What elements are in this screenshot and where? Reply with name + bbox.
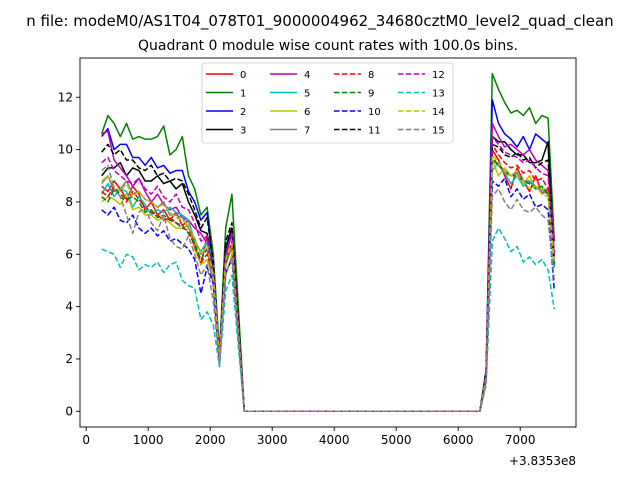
series-line-13 (101, 227, 556, 413)
x-tick-label: 0 (82, 433, 90, 447)
legend-label-9: 9 (368, 89, 374, 100)
x-tick-label: 5000 (381, 433, 412, 447)
x-tick-label: 1000 (133, 433, 164, 447)
series-line-1 (100, 72, 556, 413)
legend-label-11: 11 (368, 126, 381, 137)
legend-box (201, 62, 454, 144)
legend-label-1: 1 (240, 89, 246, 100)
legend-label-14: 14 (432, 107, 445, 118)
legend-label-0: 0 (240, 70, 246, 81)
legend-label-10: 10 (368, 107, 381, 118)
legend-label-6: 6 (304, 107, 310, 118)
legend-label-5: 5 (304, 89, 310, 100)
y-tick-label: 8 (65, 195, 73, 209)
x-tick-label: 3000 (257, 433, 288, 447)
axes-layer: 0 1000 2000 3000 4000 5000 6000 7000024681012+3… (58, 57, 577, 468)
x-offset-label: +3.8353e8 (509, 454, 576, 468)
legend-label-2: 2 (240, 107, 246, 118)
legend-label-13: 13 (432, 89, 445, 100)
x-tick-label: 2000 (195, 433, 226, 447)
x-tick-label: 7000 (505, 433, 536, 447)
legend-label-12: 12 (432, 70, 445, 81)
series-line-15 (101, 164, 556, 413)
series-line-12 (101, 135, 556, 413)
y-tick-label: 12 (58, 90, 73, 104)
series-layer (100, 72, 556, 413)
figure-suptitle: n file: modeM0/AS1T04_078T01_9000004962_… (26, 12, 613, 31)
x-tick-label: 4000 (319, 433, 350, 447)
y-tick-label: 10 (58, 143, 73, 157)
series-line-9 (101, 156, 556, 413)
chart-title: Quadrant 0 module wise count rates with … (138, 38, 518, 54)
legend-label-3: 3 (240, 126, 246, 137)
series-line-10 (101, 177, 556, 413)
y-tick-label: 6 (65, 247, 73, 261)
legend-label-7: 7 (304, 126, 310, 137)
y-tick-label: 2 (65, 352, 73, 366)
series-line-14 (101, 154, 556, 413)
series-line-11 (101, 143, 556, 413)
legend-label-4: 4 (304, 70, 310, 81)
y-tick-label: 4 (65, 300, 73, 314)
legend-label-15: 15 (432, 126, 445, 137)
legend-label-8: 8 (368, 70, 374, 81)
x-tick-label: 6000 (443, 433, 474, 447)
y-tick-label: 0 (65, 404, 73, 418)
axes-frame (79, 57, 577, 428)
